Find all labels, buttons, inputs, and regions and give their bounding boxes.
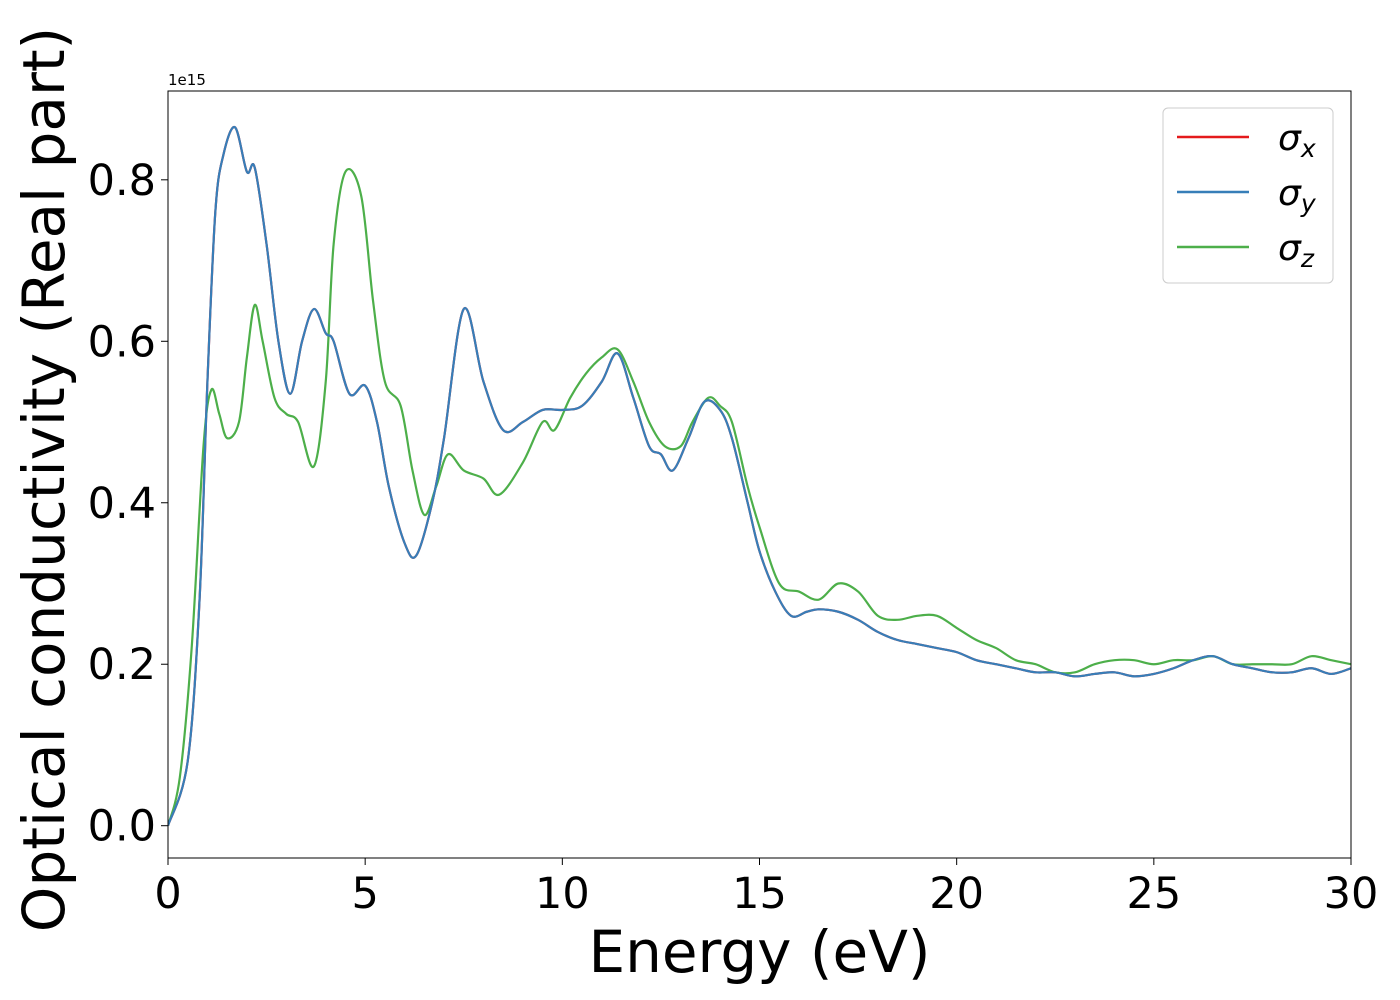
- y-tick-label: 0.4: [88, 479, 156, 529]
- series-line-z: [168, 167, 1351, 826]
- legend-label-z: σz: [1278, 228, 1315, 273]
- x-tick-label: 0: [154, 869, 181, 919]
- x-tick-label: 30: [1324, 869, 1379, 919]
- y-tick-label: 0.6: [88, 317, 156, 367]
- series-layer: [168, 126, 1351, 827]
- y-axis-label: Optical conductivity (Real part): [10, 27, 78, 932]
- x-tick-label: 5: [351, 869, 378, 919]
- y-tick-label: 0.8: [88, 156, 156, 206]
- x-tick-label: 15: [732, 869, 787, 919]
- legend-box: [1162, 107, 1334, 284]
- series-line-y: [168, 126, 1351, 827]
- x-axis-ticks: 0 5 10 15 20 25 30: [154, 858, 1378, 919]
- y-tick-label: 0.0: [88, 802, 156, 852]
- legend-label-y: σy: [1278, 173, 1317, 218]
- legend: σx σy σz: [1162, 107, 1334, 284]
- legend-label-x: σx: [1278, 118, 1316, 163]
- x-tick-label: 20: [929, 869, 984, 919]
- x-tick-label: 25: [1126, 869, 1181, 919]
- y-tick-label: 0.2: [88, 640, 156, 690]
- x-tick-label: 10: [535, 869, 590, 919]
- x-axis-label: Energy (eV): [588, 918, 930, 986]
- y-axis-ticks: 0.0 0.2 0.4 0.6 0.8: [88, 156, 168, 852]
- y-offset-label: 1e15: [168, 71, 206, 89]
